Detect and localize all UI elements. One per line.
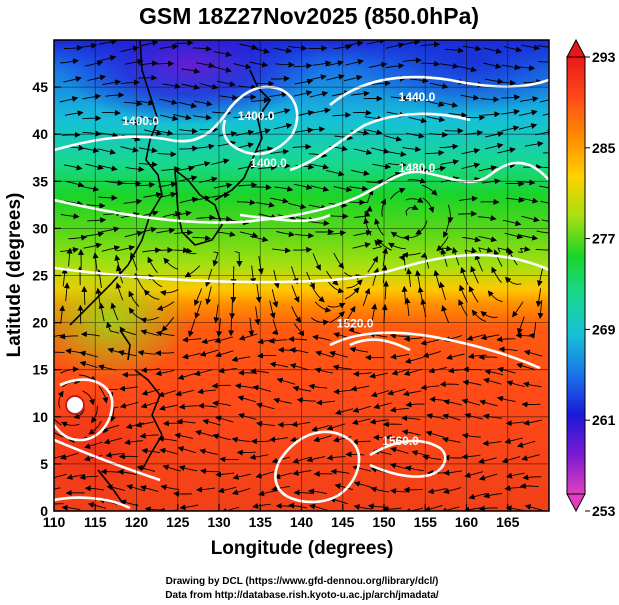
contour-label: 1400.0 [250,156,287,170]
y-tick-label: 25 [32,268,48,284]
colorbar-tick-label: 253 [592,503,616,519]
y-tick-label: 45 [32,79,48,95]
y-tick-label: 20 [32,315,48,331]
contour-label: 1440.0 [399,90,436,104]
wind-streamlines [54,40,549,511]
x-tick-label: 160 [455,514,479,530]
colorbar-tick-label: 269 [592,321,616,337]
y-tick-label: 30 [32,220,48,236]
x-axis-ticks: 110 115 120 125 130 135 140 145 150 155 160 165 [43,504,520,530]
x-tick-label: 140 [290,514,314,530]
contour-label: 1520.0 [337,316,374,330]
geopotential-contours [54,75,549,510]
colorbar-max-arrow [566,38,586,58]
colorbar-tick-label: 285 [592,140,616,156]
y-axis-label: Latitude (degrees) [4,193,25,358]
y-tick-label: 0 [40,503,48,519]
x-tick-label: 145 [331,514,355,530]
x-tick-label: 110 [43,514,66,530]
colorbar-tick-label: 277 [592,231,616,247]
contour-label: 1560.0 [382,434,419,448]
colorbar: 253 261 269 277 285 293 [566,38,616,519]
x-tick-label: 165 [496,514,520,530]
grid [54,40,549,511]
contour-label: 1480.0 [399,161,436,175]
x-tick-label: 125 [166,514,190,530]
y-tick-label: 5 [40,456,48,472]
x-tick-label: 135 [249,514,273,530]
y-tick-label: 15 [32,362,48,378]
typhoon-center-marker [65,395,85,415]
contour-label: 1400.0 [238,109,275,123]
map-title: GSM 18Z27Nov2025 (850.0hPa) [139,3,479,29]
colorbar-ramp [566,56,586,495]
colorbar-min-arrow [566,493,586,513]
x-tick-label: 130 [207,514,231,530]
x-axis-label: Longitude (degrees) [211,538,394,559]
y-tick-label: 40 [32,126,48,142]
x-tick-label: 120 [125,514,149,530]
x-tick-label: 115 [84,514,107,530]
y-axis-ticks: 0 5 10 15 20 25 30 35 40 45 [32,79,61,519]
credit-data-source: Data from http://database.rish.kyoto-u.a… [165,590,439,601]
y-tick-label: 35 [32,173,48,189]
colorbar-tick-label: 261 [592,412,616,428]
temperature-field: 1400.0 1400.0 1400.0 1480.0 1440.0 1520.0 1560… [54,40,549,511]
x-tick-label: 155 [414,514,438,530]
x-tick-label: 150 [372,514,396,530]
y-tick-label: 10 [32,409,48,425]
credit-drawing: Drawing by DCL (https://www.gfd-dennou.o… [166,576,439,587]
colorbar-tick-label: 293 [592,49,616,65]
contour-label: 1400.0 [122,114,159,128]
